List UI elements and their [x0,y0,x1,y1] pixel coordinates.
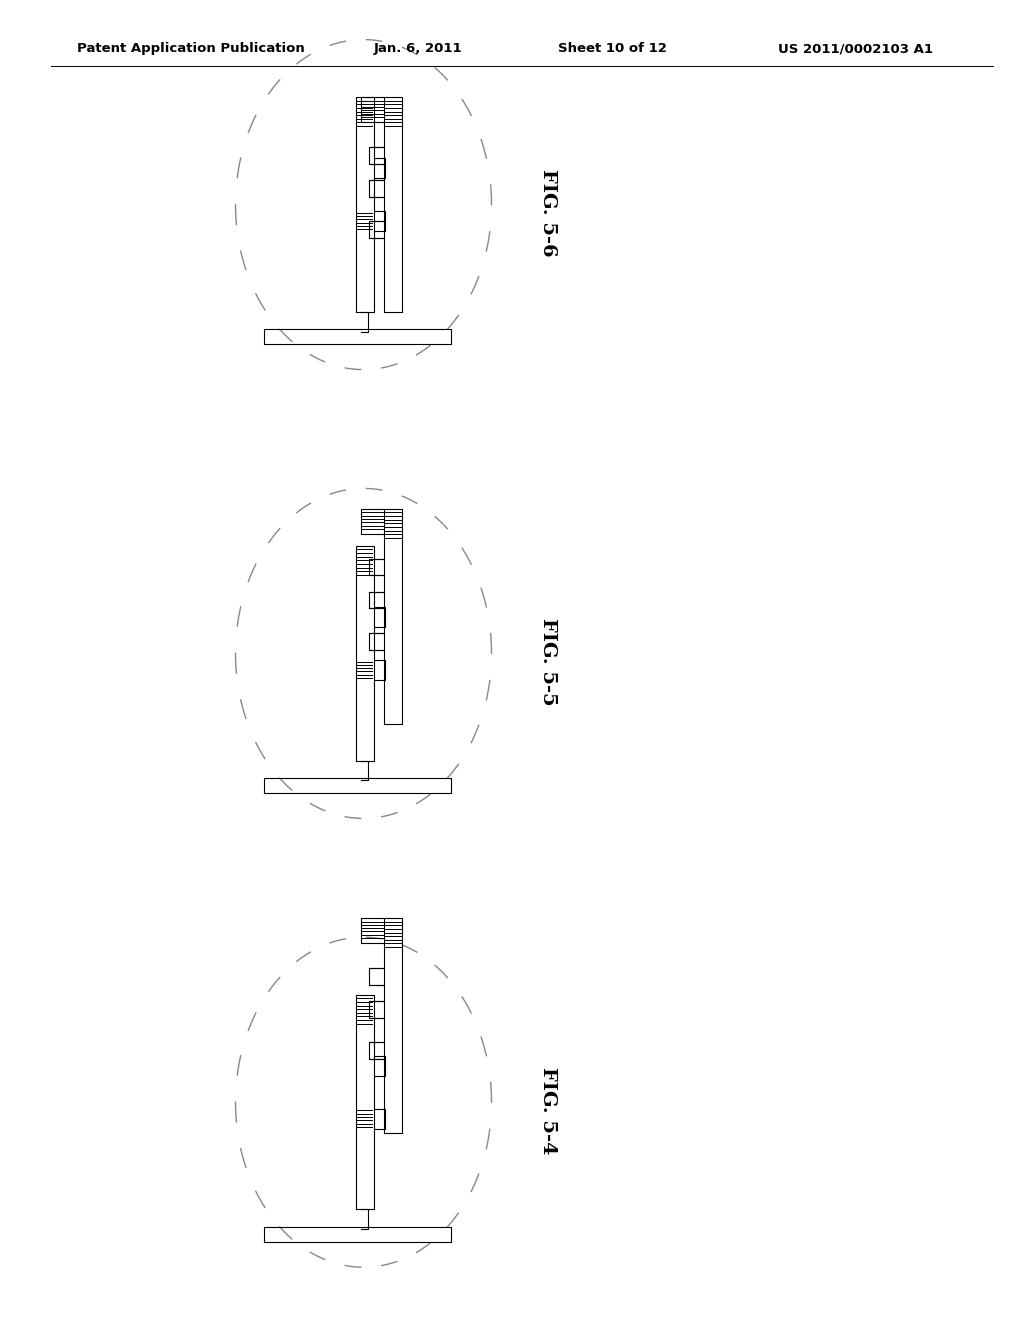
Text: Patent Application Publication: Patent Application Publication [77,42,304,55]
Text: Jan. 6, 2011: Jan. 6, 2011 [374,42,463,55]
Text: US 2011/0002103 A1: US 2011/0002103 A1 [778,42,933,55]
Text: FIG. 5-5: FIG. 5-5 [539,618,557,705]
Text: FIG. 5-6: FIG. 5-6 [539,169,557,256]
Text: Sheet 10 of 12: Sheet 10 of 12 [558,42,667,55]
Text: FIG. 5-4: FIG. 5-4 [539,1067,557,1154]
